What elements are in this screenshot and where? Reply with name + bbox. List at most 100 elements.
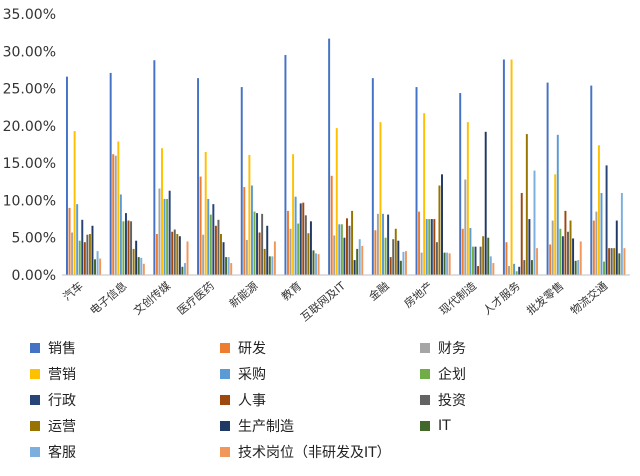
- bar: [181, 266, 184, 275]
- bar: [222, 242, 225, 275]
- bar: [96, 251, 99, 275]
- bar: [615, 220, 618, 275]
- bar: [261, 213, 264, 275]
- bar: [425, 219, 428, 275]
- bar: [471, 246, 474, 275]
- bar: [137, 257, 140, 275]
- legend-label: 人事: [238, 393, 266, 409]
- bar: [271, 256, 274, 275]
- bar: [392, 239, 395, 275]
- y-tick-label: 35.00%: [3, 7, 56, 23]
- bar: [513, 263, 516, 275]
- legend-label: 客服: [48, 445, 76, 461]
- bar: [197, 78, 200, 275]
- bar: [71, 232, 74, 275]
- bar: [574, 260, 577, 275]
- bar: [66, 76, 68, 275]
- bar: [464, 179, 467, 275]
- bar: [387, 214, 390, 275]
- legend-swatch: [220, 421, 230, 431]
- bar: [183, 263, 186, 275]
- bar: [202, 234, 205, 275]
- legend-swatch: [220, 343, 230, 353]
- bar: [119, 194, 122, 275]
- bar: [623, 248, 626, 275]
- bar: [376, 213, 379, 275]
- legend-swatch: [30, 369, 40, 379]
- bar: [127, 220, 130, 275]
- bar: [397, 240, 400, 275]
- bar: [284, 55, 287, 276]
- bar: [620, 192, 623, 275]
- bar: [302, 202, 305, 275]
- bar: [214, 225, 217, 275]
- bar: [289, 228, 292, 275]
- bar: [163, 198, 166, 275]
- legend-item: 人事: [220, 390, 266, 410]
- bar: [361, 245, 364, 275]
- bar: [428, 219, 431, 275]
- legend-item: 财务: [420, 338, 466, 358]
- bar: [81, 219, 84, 275]
- bar: [564, 210, 567, 275]
- bar: [384, 237, 387, 275]
- bar: [217, 219, 220, 275]
- legend-item: 运营: [30, 416, 76, 436]
- legend-label: 生产制造: [238, 419, 294, 435]
- bar: [549, 244, 552, 275]
- legend-label: 技术岗位（非研发及IT）: [238, 445, 391, 461]
- bar: [168, 190, 171, 275]
- bar: [433, 219, 436, 275]
- bar: [309, 221, 312, 275]
- bar: [204, 151, 207, 275]
- legend-swatch: [220, 395, 230, 405]
- bar: [389, 257, 392, 275]
- bar: [382, 213, 384, 275]
- bar: [132, 248, 135, 275]
- legend: 销售 研发 财务 营销 采购 企划 行政 人事 投资 运营 生产制造 IT 客服 技术岗位（非研发及IT）: [30, 338, 630, 473]
- bar: [420, 252, 423, 275]
- bar: [394, 228, 397, 275]
- legend-label: 研发: [238, 341, 266, 357]
- legend-label: 行政: [48, 393, 76, 409]
- legend-swatch: [420, 421, 430, 431]
- x-tick-label: 金融: [366, 279, 392, 304]
- legend-item: 生产制造: [220, 416, 294, 436]
- bar: [528, 219, 531, 275]
- bar: [155, 233, 158, 275]
- bar: [508, 266, 510, 275]
- legend-item: 企划: [420, 364, 466, 384]
- bar: [287, 210, 289, 275]
- bar: [466, 122, 469, 275]
- legend-item: 销售: [30, 338, 76, 358]
- bar: [158, 188, 161, 275]
- bar: [482, 236, 485, 275]
- legend-swatch: [220, 369, 230, 379]
- x-tick-label: 文创传媒: [130, 279, 173, 318]
- bar: [312, 250, 315, 275]
- bar: [484, 131, 487, 275]
- bar: [153, 60, 156, 276]
- bar: [569, 220, 572, 275]
- bar: [94, 259, 96, 275]
- bar: [199, 176, 202, 275]
- bar: [418, 211, 421, 275]
- bar: [356, 248, 359, 275]
- bar: [91, 225, 94, 275]
- bar: [161, 148, 163, 275]
- bar: [556, 134, 559, 275]
- bar: [423, 113, 426, 276]
- bar: [443, 252, 446, 275]
- bar: [243, 187, 246, 275]
- bar: [268, 256, 271, 275]
- bar: [88, 233, 91, 275]
- bar: [256, 213, 259, 275]
- bar: [459, 93, 462, 275]
- legend-item: 行政: [30, 390, 76, 410]
- bar: [353, 260, 356, 275]
- bar: [613, 248, 616, 275]
- bar: [294, 196, 297, 275]
- legend-swatch: [220, 447, 230, 457]
- bar: [441, 174, 443, 275]
- legend-item: 营销: [30, 364, 76, 384]
